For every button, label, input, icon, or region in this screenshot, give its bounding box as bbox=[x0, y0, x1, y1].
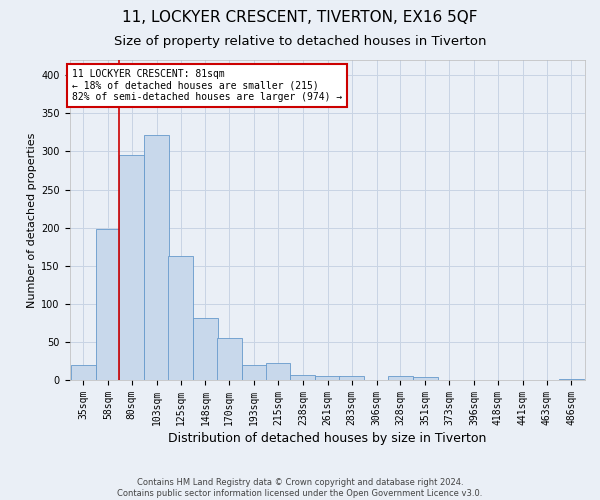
Bar bbox=[144, 134, 169, 380]
Bar bbox=[242, 365, 266, 380]
Bar bbox=[95, 229, 121, 380]
Y-axis label: Number of detached properties: Number of detached properties bbox=[27, 132, 37, 308]
Bar bbox=[559, 378, 584, 380]
Bar bbox=[119, 156, 144, 380]
Bar bbox=[290, 374, 316, 380]
Text: Contains HM Land Registry data © Crown copyright and database right 2024.
Contai: Contains HM Land Registry data © Crown c… bbox=[118, 478, 482, 498]
Text: 11, LOCKYER CRESCENT, TIVERTON, EX16 5QF: 11, LOCKYER CRESCENT, TIVERTON, EX16 5QF bbox=[122, 10, 478, 25]
Text: 11 LOCKYER CRESCENT: 81sqm
← 18% of detached houses are smaller (215)
82% of sem: 11 LOCKYER CRESCENT: 81sqm ← 18% of deta… bbox=[71, 69, 342, 102]
Bar bbox=[339, 376, 364, 380]
Bar bbox=[168, 256, 193, 380]
Bar bbox=[266, 364, 290, 380]
Bar bbox=[316, 376, 340, 380]
Text: Size of property relative to detached houses in Tiverton: Size of property relative to detached ho… bbox=[114, 35, 486, 48]
Bar bbox=[413, 377, 438, 380]
Bar bbox=[388, 376, 413, 380]
X-axis label: Distribution of detached houses by size in Tiverton: Distribution of detached houses by size … bbox=[168, 432, 487, 445]
Bar bbox=[217, 338, 242, 380]
Bar bbox=[71, 365, 95, 380]
Bar bbox=[193, 318, 218, 380]
